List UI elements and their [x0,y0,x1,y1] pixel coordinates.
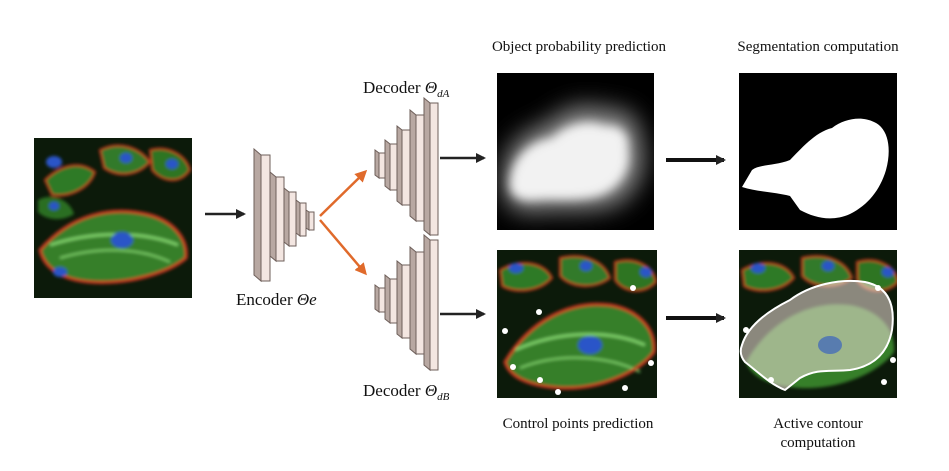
encoder-label: Encoder Θe [236,290,317,309]
control-point [622,385,628,391]
arrow-encoder-to-decoder-a [319,169,368,217]
arrow-encoder-to-decoder-b [319,219,367,276]
segmentation-title: Segmentation computation [737,39,899,55]
encoder-network [253,147,315,283]
active-contour-caption-line2: computation [781,435,856,451]
control-point [555,389,561,395]
control-point [881,379,887,385]
control-point [768,377,774,383]
decoder-b-label: Decoder ΘdB [363,381,450,403]
control-point [875,285,881,291]
control-points [502,285,654,395]
control-points-caption: Control points prediction [503,416,654,432]
active-contour-caption-line1: Active contour [773,416,863,432]
decoder-a-label: Decoder ΘdA [363,78,450,100]
control-point [890,357,896,363]
probability-map [497,73,654,230]
control-point [743,327,749,333]
segmentation-mask [739,73,897,230]
control-point [536,309,542,315]
input-cell-image [34,138,192,298]
control-point [510,364,516,370]
decoder-a-network [374,96,439,237]
active-contour-image [739,250,897,398]
active-contour-overlay [739,279,894,392]
control-point [537,377,543,383]
probability-title: Object probability prediction [492,39,667,55]
control-point [630,285,636,291]
decoder-b-network [374,233,439,372]
control-point [648,360,654,366]
control-point [502,328,508,334]
control-points-image [497,250,657,398]
